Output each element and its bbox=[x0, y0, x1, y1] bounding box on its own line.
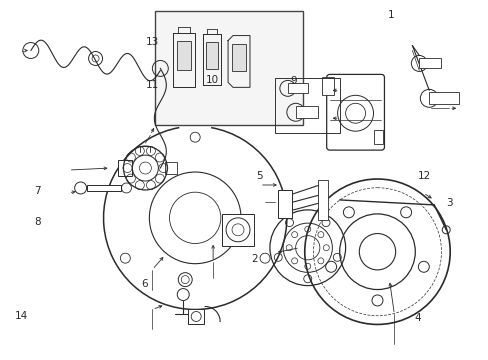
Bar bbox=[188, 309, 203, 324]
Text: 5: 5 bbox=[255, 171, 262, 181]
Bar bbox=[118, 160, 132, 176]
Bar bbox=[295, 106, 317, 118]
Text: 7: 7 bbox=[34, 186, 41, 196]
Bar bbox=[177, 41, 191, 71]
Bar bbox=[232, 44, 245, 71]
Text: 1: 1 bbox=[386, 10, 393, 20]
Bar bbox=[222, 214, 253, 246]
Text: 12: 12 bbox=[417, 171, 430, 181]
Bar bbox=[165, 162, 177, 174]
Text: 9: 9 bbox=[289, 76, 296, 86]
Bar bbox=[428, 92, 458, 104]
Bar bbox=[373, 130, 383, 144]
Bar bbox=[274, 78, 339, 133]
FancyBboxPatch shape bbox=[326, 75, 384, 150]
Text: 14: 14 bbox=[15, 311, 28, 321]
Text: 3: 3 bbox=[445, 198, 451, 208]
Bar bbox=[86, 185, 121, 191]
Text: 6: 6 bbox=[141, 279, 148, 289]
Text: 4: 4 bbox=[413, 313, 420, 323]
Text: 10: 10 bbox=[206, 75, 219, 85]
Text: 8: 8 bbox=[34, 217, 41, 227]
Text: 13: 13 bbox=[145, 37, 158, 47]
Bar bbox=[287, 84, 307, 93]
Text: 11: 11 bbox=[145, 80, 158, 90]
Bar bbox=[321, 77, 333, 95]
Bar bbox=[277, 190, 291, 218]
Bar bbox=[155, 11, 302, 125]
Bar bbox=[206, 41, 218, 69]
Text: 2: 2 bbox=[250, 254, 257, 264]
Bar bbox=[419, 58, 440, 68]
Bar bbox=[317, 180, 327, 220]
